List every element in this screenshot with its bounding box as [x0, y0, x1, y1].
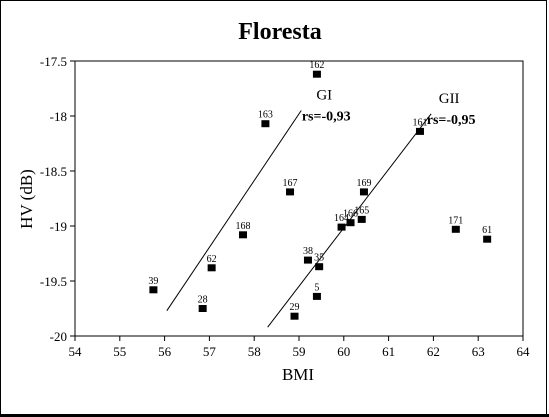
fit-name-gii: GII [439, 91, 460, 107]
fit-labels: GI rs=-0,93 GII rs=-0,95 [302, 88, 476, 128]
x-tick-label: 56 [158, 344, 172, 359]
point-label: 38 [303, 246, 313, 257]
data-point [239, 231, 247, 239]
y-tick-label: -19.5 [40, 274, 67, 289]
y-tick-label: -19 [50, 219, 67, 234]
y-axis-label: HV (dB) [17, 169, 36, 229]
data-point [359, 188, 368, 196]
point-label: 162 [309, 60, 324, 71]
point-label: 166 [343, 209, 358, 220]
x-tick-label: 64 [517, 344, 531, 359]
chart-title: Floresta [238, 19, 322, 45]
point-label: 5 [314, 282, 319, 293]
x-tick-label: 55 [113, 344, 126, 359]
y-tick-label: -18.5 [40, 164, 67, 179]
data-point [346, 219, 355, 227]
data-point [357, 215, 366, 223]
data-point [483, 235, 492, 243]
point-label: 35 [314, 253, 324, 264]
data-point [337, 223, 346, 231]
x-tick-label: 54 [69, 344, 83, 359]
data-point [451, 225, 460, 233]
fit-stat-gii: rs=-0,95 [427, 113, 476, 128]
point-label: 61 [482, 225, 492, 236]
data-point [415, 127, 424, 135]
data-point [207, 264, 216, 272]
data-point [261, 120, 270, 128]
data-point [198, 305, 207, 312]
x-tick-label: 57 [203, 344, 217, 359]
x-tick-label: 62 [427, 344, 440, 359]
y-tick-label: -20 [50, 329, 67, 344]
y-tick-label: -17.5 [40, 54, 67, 69]
point-label: 161 [412, 117, 427, 128]
data-point [315, 263, 324, 271]
x-tick-label: 60 [337, 344, 350, 359]
x-tick-label: 58 [248, 344, 261, 359]
point-label: 163 [258, 110, 273, 121]
data-point [312, 70, 321, 78]
x-axis-label: BMI [282, 365, 314, 384]
data-point [303, 256, 312, 264]
point-label: 28 [198, 295, 208, 306]
data-point [312, 292, 321, 300]
point-label: 164 [334, 213, 349, 224]
point-label: 39 [148, 276, 158, 287]
fit-name-gi: GI [316, 88, 332, 104]
point-label: 29 [290, 302, 300, 313]
point-label: 167 [283, 178, 298, 189]
x-tick-label: 59 [293, 344, 306, 359]
y-tick-label: -18 [50, 109, 67, 124]
point-label: 171 [448, 215, 463, 226]
point-label: 165 [354, 205, 369, 216]
point-label: 62 [207, 254, 217, 265]
fit-line-gi [166, 110, 302, 311]
x-tick-label: 61 [382, 344, 395, 359]
axis-ticks: 54 55 56 57 58 59 60 61 62 63 64 -17.5 -18 -18.5 -19 -1… [40, 54, 530, 359]
data-point [286, 188, 295, 196]
point-label: 169 [356, 178, 371, 189]
data-point [149, 286, 158, 294]
x-tick-label: 63 [472, 344, 485, 359]
fit-stat-gi: rs=-0,93 [302, 110, 351, 125]
point-label: 168 [236, 221, 251, 232]
data-point [290, 312, 299, 320]
